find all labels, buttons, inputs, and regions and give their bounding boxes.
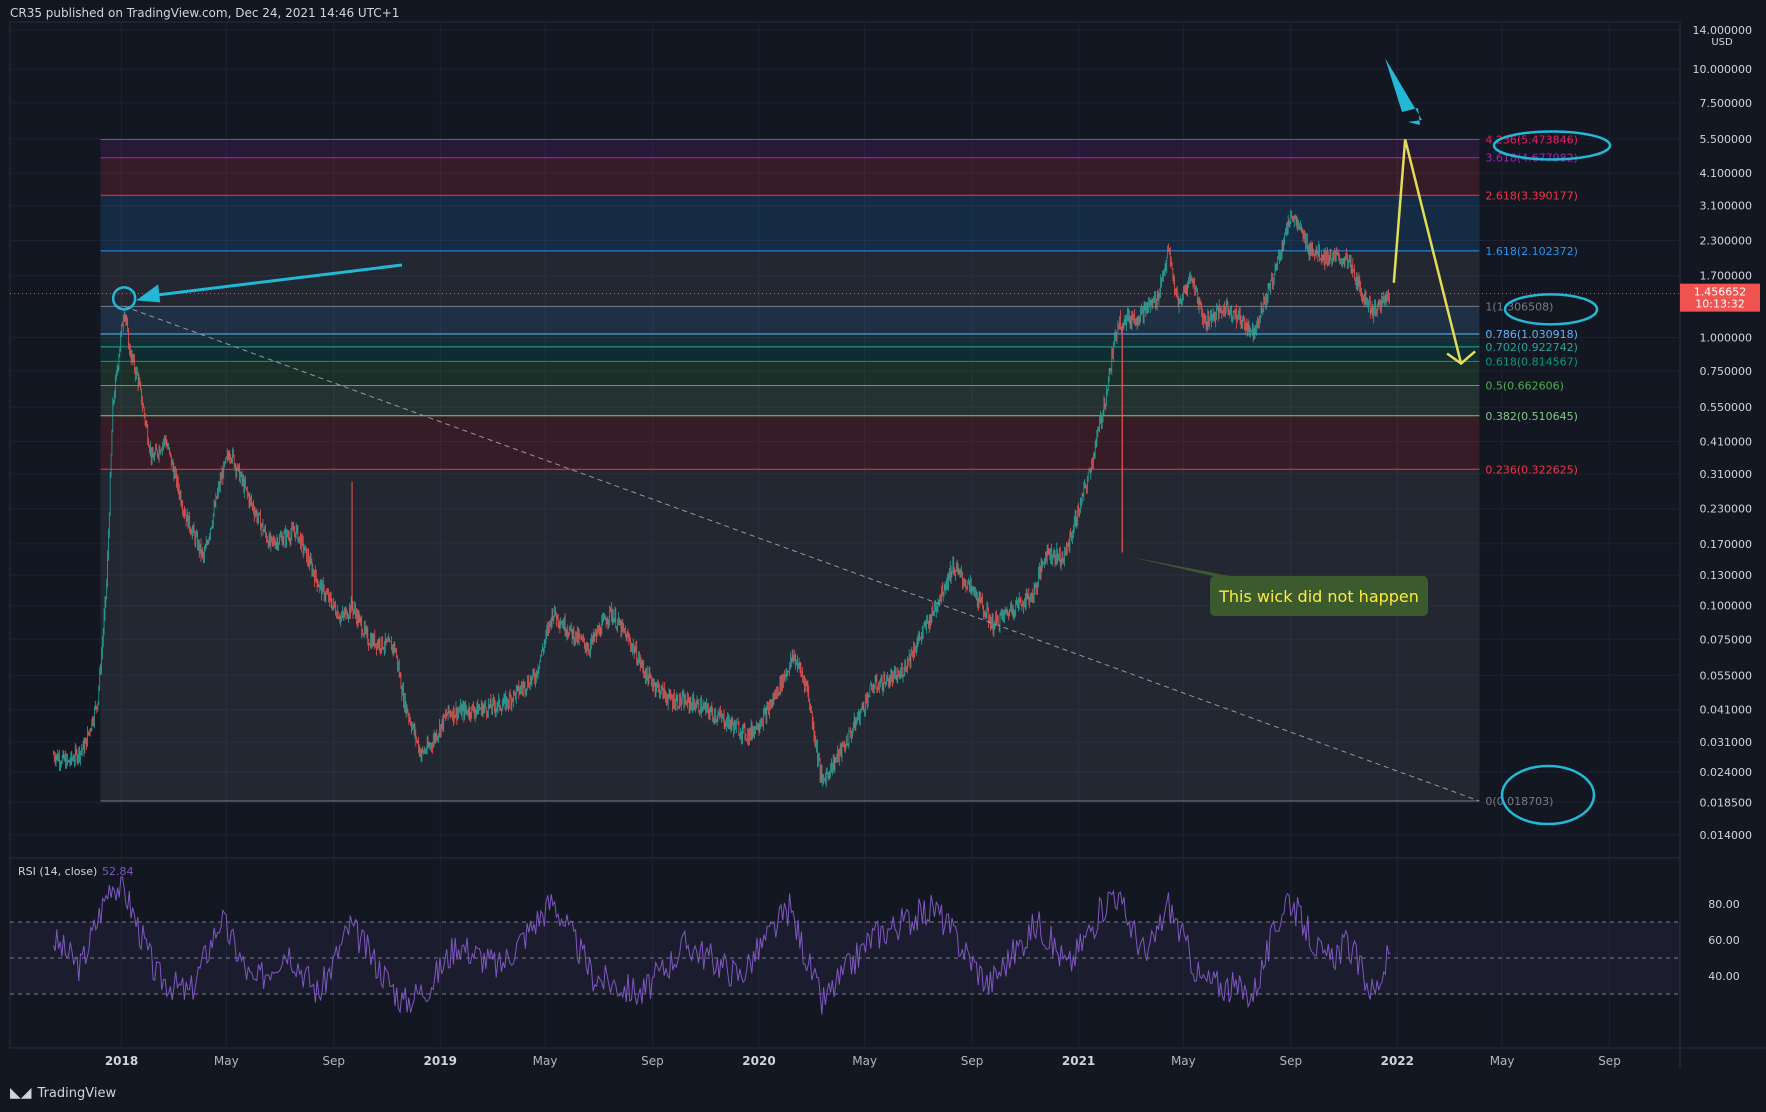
price-tick-label: 1.700000 [1700, 270, 1753, 283]
yellow-projection [1392, 139, 1463, 364]
price-candles [53, 209, 1390, 788]
time-axis[interactable]: 2018 May Sep 2019 May Sep 2020 May Sep 2021 May Sep… [105, 1054, 1621, 1068]
fib-zone [100, 415, 1480, 470]
price-tick-label: 0.100000 [1700, 600, 1753, 613]
price-tick-label: 3.100000 [1700, 200, 1753, 213]
time-tick-label: May [852, 1054, 877, 1068]
price-tick-label: 0.170000 [1700, 538, 1753, 551]
time-tick-label: Sep [1279, 1054, 1302, 1068]
rsi-last-value: 52.84 [102, 865, 134, 878]
fib-level-label: 0.382(0.510645) [1485, 410, 1578, 423]
price-tick-label: 0.130000 [1700, 569, 1753, 582]
annotations: This wick did not happen [10, 58, 1680, 826]
fib-level-label: 1.618(2.102372) [1485, 245, 1578, 258]
tradingview-brand-text: TradingView [37, 1085, 117, 1101]
price-tick-label: 7.500000 [1700, 97, 1753, 110]
cyan-circle-high [111, 286, 137, 311]
fib-zone [100, 469, 1480, 802]
publisher-header: CR35 published on TradingView.com, Dec 2… [10, 6, 400, 20]
footer-brand[interactable]: ◣◢ TradingView [10, 1085, 116, 1101]
time-tick-label: 2021 [1062, 1054, 1095, 1068]
cyan-ellipse-top [1492, 130, 1612, 161]
time-tick-label: May [1490, 1054, 1515, 1068]
price-tick-label: 0.041000 [1700, 704, 1753, 717]
fib-zone [100, 250, 1480, 307]
time-tick-label: May [214, 1054, 239, 1068]
price-tick-label: 0.410000 [1700, 435, 1753, 448]
cyan-ellipse-mid [1503, 293, 1599, 326]
rsi-tick-label: 40.00 [1708, 970, 1740, 983]
price-tick-label: 2.300000 [1700, 234, 1753, 247]
callout-text: This wick did not happen [1218, 587, 1419, 606]
current-price-value: 1.456652 [1694, 286, 1747, 299]
fib-level-label: 0.5(0.662606) [1485, 379, 1564, 392]
price-countdown: 10:13:32 [1695, 298, 1744, 311]
time-tick-label: May [1171, 1054, 1196, 1068]
rsi-tick-label: 60.00 [1708, 934, 1740, 947]
price-tick-label: 0.031000 [1700, 736, 1753, 749]
price-tick-label: 0.310000 [1700, 468, 1753, 481]
cyan-arrow [145, 263, 403, 298]
price-tick-label: 0.024000 [1700, 766, 1753, 779]
cyan-arrowhead [136, 284, 161, 303]
price-tick-label: 10.000000 [1693, 63, 1753, 76]
rsi-line [52, 876, 1391, 1015]
currency-label: USD [1711, 37, 1733, 48]
cyan-ellipse-bottom [1500, 764, 1596, 826]
fib-level-label: 0.702(0.922742) [1485, 341, 1578, 354]
price-tick-label: 0.750000 [1700, 365, 1753, 378]
current-price-badge [1680, 283, 1760, 312]
fib-zone [100, 157, 1480, 196]
fib-zone [100, 385, 1480, 416]
fib-level-label: 0(0.018703) [1485, 795, 1553, 808]
price-axis[interactable]: 14.000000 10.000000 7.500000 5.500000 4.1000… [1680, 24, 1760, 842]
time-tick-label: 2022 [1381, 1054, 1414, 1068]
price-tick-label: 1.000000 [1700, 331, 1753, 344]
fibonacci-lines: 4.236(5.473846)3.618(4.677982)2.618(3.39… [100, 133, 1578, 808]
fib-zone [100, 195, 1480, 251]
price-tick-label: 14.000000 [1693, 24, 1753, 37]
time-tick-label: May [533, 1054, 558, 1068]
price-tick-label: 0.014000 [1700, 829, 1753, 842]
time-tick-label: 2018 [105, 1054, 138, 1068]
fibonacci-zones [100, 139, 1480, 802]
fib-zone [100, 333, 1480, 347]
time-tick-label: 2020 [742, 1054, 775, 1068]
dashed-trend-line [123, 305, 1480, 802]
price-tick-label: 4.100000 [1700, 167, 1753, 180]
price-tick-label: 0.550000 [1700, 401, 1753, 414]
callout-box [1210, 576, 1428, 616]
grid-lines [9, 21, 1766, 1068]
time-tick-label: Sep [1598, 1054, 1621, 1068]
rsi-pane[interactable]: RSI (14, close) 52.84 80.00 60.00 40.00 [10, 865, 1740, 1015]
fib-zone [100, 346, 1480, 362]
fib-level-label: 0.618(0.814567) [1485, 355, 1578, 368]
fib-level-label: 0.236(0.322625) [1485, 463, 1578, 476]
price-tick-label: 0.075000 [1700, 633, 1753, 646]
price-tick-label: 5.500000 [1700, 133, 1753, 146]
rsi-title: RSI (14, close) [18, 865, 97, 878]
time-tick-label: Sep [322, 1054, 345, 1068]
fib-zone [100, 139, 1480, 158]
fib-level-label: 0.786(1.030918) [1485, 328, 1578, 341]
rsi-tick-label: 80.00 [1708, 898, 1740, 911]
time-tick-label: Sep [641, 1054, 664, 1068]
price-tick-label: 0.018500 [1700, 796, 1753, 809]
fib-level-label: 1(1.306508) [1485, 300, 1553, 313]
tradingview-logo-icon: ◣◢ [10, 1085, 32, 1101]
fib-zone [100, 306, 1480, 334]
callout-pointer [1128, 556, 1250, 580]
cyan-arrow-top [1385, 58, 1422, 125]
price-tick-label: 0.230000 [1700, 503, 1753, 516]
time-tick-label: Sep [961, 1054, 984, 1068]
time-tick-label: 2019 [424, 1054, 457, 1068]
price-tick-label: 0.055000 [1700, 669, 1753, 682]
fib-level-label: 2.618(3.390177) [1485, 189, 1578, 202]
yellow-arrowhead [1446, 350, 1476, 366]
fib-zone [100, 361, 1480, 386]
